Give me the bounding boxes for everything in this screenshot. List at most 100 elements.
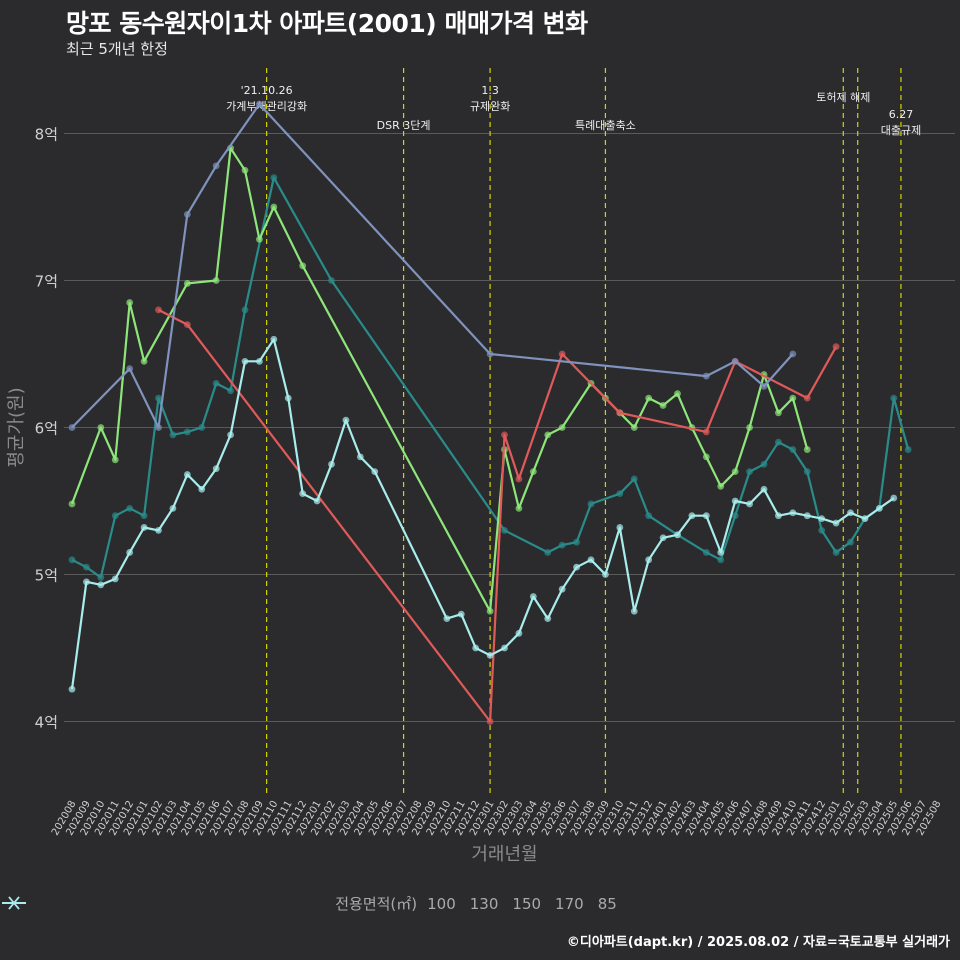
data-point-85 xyxy=(659,534,667,542)
data-point-85 xyxy=(111,575,119,583)
data-point-150 xyxy=(803,394,811,402)
data-point-100 xyxy=(775,438,782,446)
event-label: 규제완화 xyxy=(470,100,510,113)
data-point-150 xyxy=(616,409,624,417)
source-caption: ©디아파트(dapt.kr) / 2025.08.02 / 자료=국토교통부 실… xyxy=(566,935,950,950)
data-point-85 xyxy=(126,549,134,556)
data-point-100 xyxy=(702,549,710,556)
data-point-100 xyxy=(83,563,90,571)
data-point-130 xyxy=(544,431,552,439)
data-point-85 xyxy=(140,524,148,531)
data-point-85 xyxy=(688,512,696,520)
data-point-100 xyxy=(717,556,725,564)
legend-title: 전용면적(㎡) xyxy=(335,895,418,913)
event-label: 6.27 xyxy=(889,108,914,121)
data-point-85 xyxy=(356,453,364,461)
data-point-130 xyxy=(126,299,134,306)
data-point-100 xyxy=(212,380,220,387)
y-axis-title: 평균가(원) xyxy=(6,387,27,467)
series-line-170 xyxy=(71,103,794,429)
legend-label: 170 xyxy=(555,894,584,913)
data-point-85 xyxy=(313,497,321,505)
data-point-85 xyxy=(68,685,76,693)
data-point-130 xyxy=(299,262,307,270)
data-point-100 xyxy=(227,387,234,395)
data-point-100 xyxy=(241,306,249,314)
legend-label: 100 xyxy=(427,894,456,913)
data-point-100 xyxy=(904,446,912,453)
data-point-85 xyxy=(717,549,725,556)
data-point-150 xyxy=(155,306,162,314)
data-point-100 xyxy=(68,556,76,564)
data-point-170 xyxy=(212,162,220,170)
data-point-85 xyxy=(674,531,681,539)
data-point-100 xyxy=(616,490,624,498)
data-point-150 xyxy=(702,428,710,436)
data-point-170 xyxy=(183,210,191,218)
legend-label: 130 xyxy=(469,894,499,913)
data-point-85 xyxy=(457,610,465,618)
data-point-100 xyxy=(587,500,595,508)
series-line-130 xyxy=(70,147,809,613)
chart-title: 망포 동수원자이1차 아파트(2001) 매매가격 변화 xyxy=(66,9,588,38)
data-point-130 xyxy=(529,468,537,475)
data-point-85 xyxy=(472,644,480,652)
data-point-85 xyxy=(731,497,739,505)
data-point-85 xyxy=(241,357,249,365)
data-point-130 xyxy=(515,504,523,512)
data-point-150 xyxy=(558,350,566,358)
data-point-100 xyxy=(746,468,753,475)
data-point-170 xyxy=(789,350,797,358)
data-point-85 xyxy=(501,644,508,652)
data-point-85 xyxy=(587,556,595,564)
data-point-100 xyxy=(789,446,797,453)
data-point-85 xyxy=(847,509,854,517)
data-point-85 xyxy=(256,357,263,365)
data-point-100 xyxy=(731,512,739,520)
data-point-85 xyxy=(616,524,624,531)
data-point-130 xyxy=(68,500,76,508)
data-point-85 xyxy=(284,394,292,402)
legend-item-150: 150 xyxy=(2,895,541,913)
data-point-130 xyxy=(270,203,278,211)
data-point-130 xyxy=(630,424,638,431)
legend-item-85: 85 xyxy=(2,895,617,913)
data-point-130 xyxy=(140,357,148,365)
data-point-85 xyxy=(544,615,552,622)
data-point-85 xyxy=(890,494,898,502)
data-point-100 xyxy=(573,538,580,546)
legend-item-170: 170 xyxy=(2,894,584,913)
data-point-85 xyxy=(169,504,177,512)
event-label: 가계부채관리강화 xyxy=(226,100,307,113)
data-point-85 xyxy=(198,485,206,493)
data-point-170 xyxy=(702,372,710,380)
data-point-130 xyxy=(111,456,119,464)
event-label: 토허제 해제 xyxy=(816,90,870,104)
data-point-100 xyxy=(818,527,826,534)
data-point-170 xyxy=(256,100,263,108)
data-point-100 xyxy=(630,475,638,483)
data-point-85 xyxy=(746,500,753,508)
data-point-170 xyxy=(68,424,76,431)
chart-subtitle: 최근 5개년 한정 xyxy=(66,40,168,58)
data-point-85 xyxy=(227,431,234,439)
data-point-85 xyxy=(602,571,609,578)
data-point-85 xyxy=(573,563,580,571)
data-point-85 xyxy=(83,578,90,586)
data-point-150 xyxy=(515,475,523,483)
data-point-85 xyxy=(645,556,653,564)
data-point-100 xyxy=(645,512,653,520)
data-point-130 xyxy=(746,424,753,431)
event-label: 특례대출축소 xyxy=(575,119,636,132)
data-point-130 xyxy=(558,424,566,431)
data-point-85 xyxy=(183,471,191,478)
data-point-85 xyxy=(212,465,220,473)
data-point-85 xyxy=(558,585,566,593)
data-point-130 xyxy=(659,402,667,409)
y-tick-label: 4억 xyxy=(35,714,58,732)
data-point-100 xyxy=(501,527,508,534)
data-point-85 xyxy=(515,629,523,637)
data-point-100 xyxy=(198,424,206,431)
legend: 전용면적(㎡) 100 130 150 170 85 xyxy=(0,893,960,914)
